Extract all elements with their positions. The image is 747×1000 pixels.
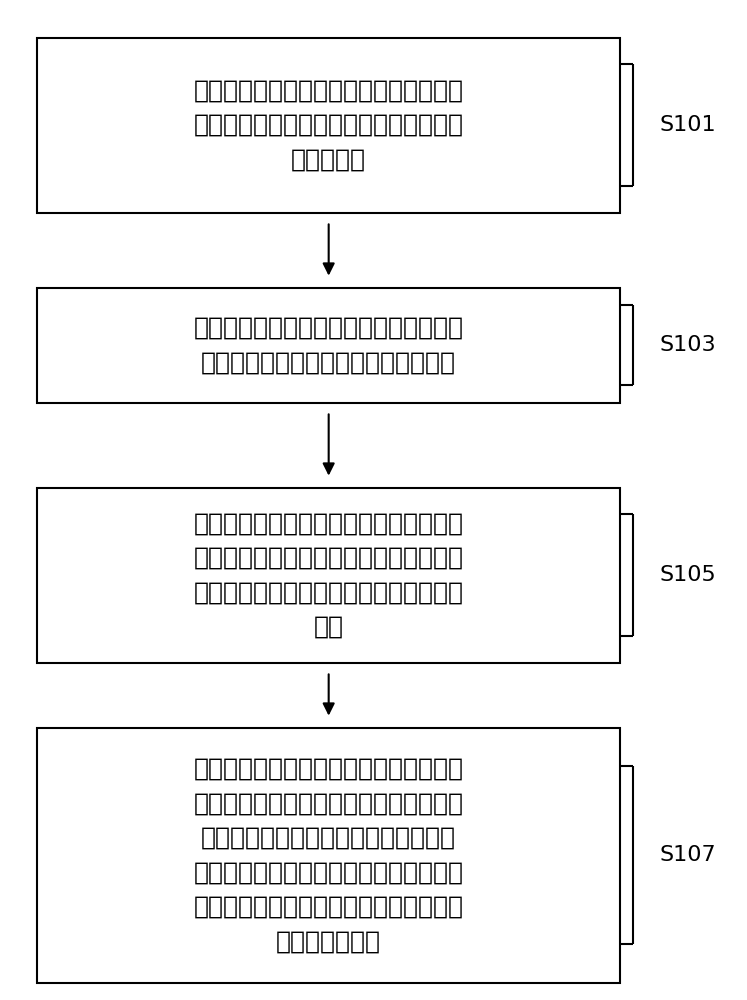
Text: 控制器将冰棍的物理信息分解成六轴机械
臂所需要的坐标点，控制机械臂将冰箱门
打开，夹取对应坐标信息的冰棍到红外检
测区: 控制器将冰棍的物理信息分解成六轴机械 臂所需要的坐标点，控制机械臂将冰箱门 打开…: [193, 511, 464, 639]
Text: 应用层通过云计算将订单所需冰棍的物理
信息通过网络层传输给物理层的控制器: 应用层通过云计算将订单所需冰棍的物理 信息通过网络层传输给物理层的控制器: [193, 316, 464, 374]
Text: 控制器检测红外检测区是否有冰棍，如果
没有检测到，控制器将订单信息通过网络
层传输给应用层重新计算冰棍的物理信
息，控制六轴机械臂重新夹取冰棍；如果
检测到有冰: 控制器检测红外检测区是否有冰棍，如果 没有检测到，控制器将订单信息通过网络 层传…: [193, 757, 464, 953]
Text: S101: S101: [660, 115, 716, 135]
Bar: [37, 288, 620, 402]
Bar: [37, 728, 620, 982]
Text: S105: S105: [660, 565, 716, 585]
Text: S103: S103: [660, 335, 716, 355]
Text: S107: S107: [660, 845, 716, 865]
Text: 物理层提供下单二维码，下单二维码用于
用户扫描下单二维码将需要的订单信息发
送给应用层: 物理层提供下单二维码，下单二维码用于 用户扫描下单二维码将需要的订单信息发 送给…: [193, 79, 464, 171]
Bar: [37, 37, 620, 213]
Bar: [37, 488, 620, 662]
